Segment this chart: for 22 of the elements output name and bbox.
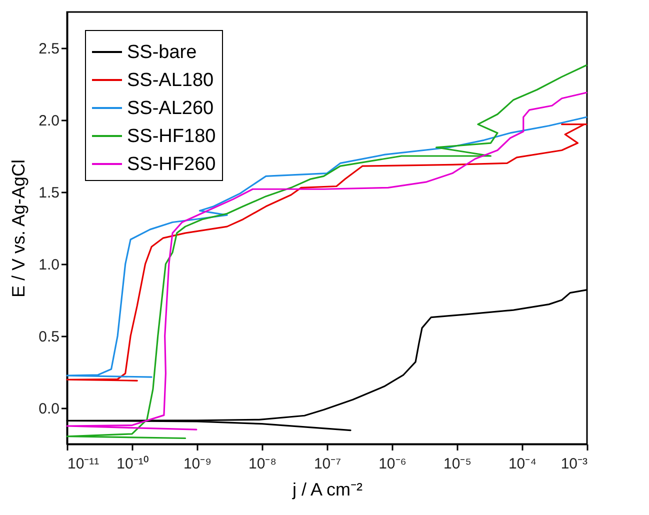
y-tick-label: 1.0 <box>38 256 60 274</box>
legend-label: SS-HF180 <box>127 126 216 147</box>
x-tick-label: 10⁻¹⁰ <box>116 456 148 472</box>
y-axis-title: E / V vs. Ag-AgCl <box>8 159 29 298</box>
x-tick-label: 10⁻⁹ <box>183 456 212 472</box>
y-tick-label: 1.5 <box>38 184 60 202</box>
legend-label: SS-bare <box>127 42 197 63</box>
y-tick-label: 2.5 <box>38 40 60 58</box>
y-tick-label: 2.0 <box>38 112 60 130</box>
x-tick-label: 10⁻⁵ <box>444 456 472 472</box>
x-tick-label: 10⁻⁶ <box>378 456 406 472</box>
x-tick-label: 10⁻³ <box>560 456 588 472</box>
y-tick-label: 0.0 <box>38 400 60 418</box>
legend-label: SS-HF260 <box>127 154 216 175</box>
y-tick-label: 0.5 <box>38 328 60 346</box>
legend-label: SS-AL260 <box>127 98 214 119</box>
x-tick-label: 10⁻⁷ <box>314 456 342 472</box>
x-tick-label: 10⁻⁸ <box>248 456 277 472</box>
x-tick-label: 10⁻¹¹ <box>68 456 100 472</box>
x-tick-label: 10⁻⁴ <box>508 456 537 472</box>
legend-label: SS-AL180 <box>127 70 214 91</box>
x-axis-title: j / A cm⁻² <box>291 480 363 500</box>
